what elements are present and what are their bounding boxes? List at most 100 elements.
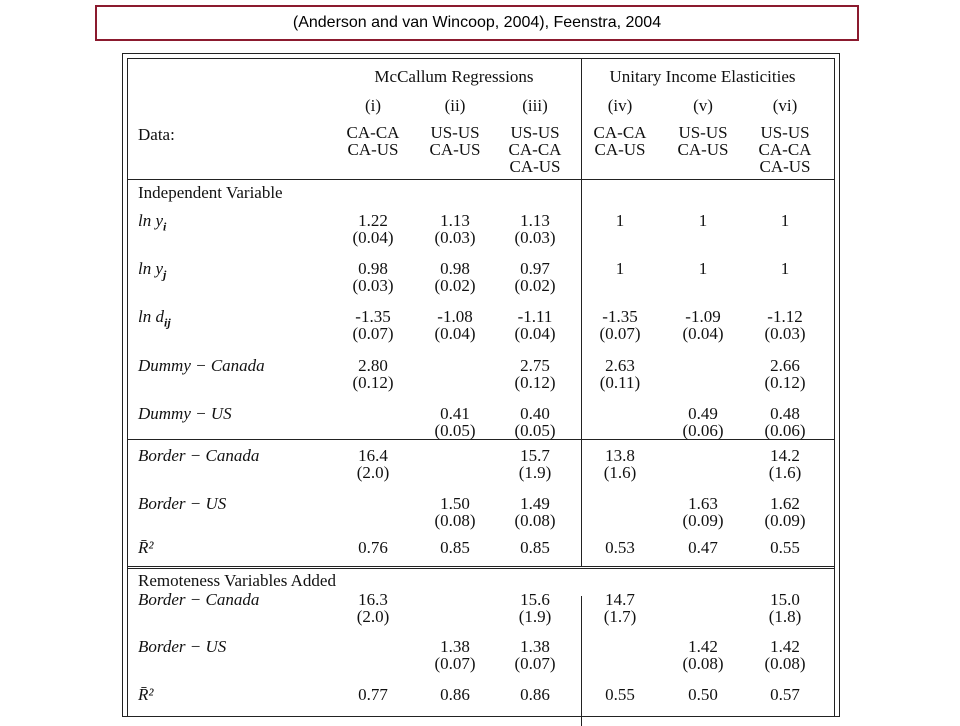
cell-value: 0.85 — [520, 538, 550, 557]
cell-value: 1 — [780, 211, 790, 230]
cell-value: (0.05) — [514, 421, 556, 440]
cell-value: -1.35 — [355, 307, 391, 326]
data-sample-5: US-US CA-US — [663, 124, 743, 158]
cell-value: 1.13 — [440, 211, 470, 230]
table-cell-r9-c6: 15.0 (1.8) — [745, 591, 825, 625]
cell-value: (2.0) — [356, 463, 390, 482]
cell-value: 0.76 — [358, 538, 388, 557]
data-sample-text: US-US — [760, 123, 810, 142]
cell-value: (0.09) — [764, 511, 806, 530]
table-cell-r11-c1: 0.77 — [333, 686, 413, 703]
table-cell-r7-c6: 1.62 (0.09) — [745, 495, 825, 529]
table-cell-r3-c2: -1.08 (0.04) — [415, 308, 495, 342]
column-number-2: (ii) — [444, 96, 466, 115]
table-cell-r9-c4: 14.7 (1.7) — [580, 591, 660, 625]
table-cell-r3-c4: -1.35 (0.07) — [580, 308, 660, 342]
data-sample-text: CA-CA — [758, 140, 812, 159]
table-cell-r9-c3: 15.6 (1.9) — [495, 591, 575, 625]
row-label-text: Border − US — [138, 494, 227, 513]
row-label-text: ln y — [138, 259, 164, 278]
row-label-5: Dummy − US — [138, 405, 232, 422]
data-sample-text: CA-US — [429, 140, 481, 159]
cell-value: -1.08 — [437, 307, 473, 326]
cell-value: 1.50 — [440, 494, 470, 513]
cell-value: (2.0) — [356, 607, 390, 626]
cell-value: 1.42 — [688, 637, 718, 656]
table-cell-r8-c2: 0.85 — [415, 539, 495, 556]
cell-value: (1.6) — [768, 463, 802, 482]
cell-value: 16.4 — [358, 446, 388, 465]
row-label-11: R̄² — [138, 686, 153, 703]
row-label-text: ln y — [138, 211, 164, 230]
cell-value: 14.2 — [770, 446, 800, 465]
cell-value: 1.63 — [688, 494, 718, 513]
row-label-text: Border − Canada — [138, 446, 260, 465]
row-label-3: ln dij — [138, 308, 171, 331]
group-separator-lower — [581, 596, 582, 726]
cell-value: (0.12) — [514, 373, 556, 392]
cell-value: -1.12 — [767, 307, 803, 326]
table-cell-r6-c3: 15.7 (1.9) — [495, 447, 575, 481]
cell-value: (1.6) — [603, 463, 637, 482]
cell-value: (0.04) — [514, 324, 556, 343]
cell-value: 0.86 — [440, 685, 470, 704]
data-sample-text: CA-US — [509, 157, 561, 176]
table-cell-r3-c3: -1.11 (0.04) — [495, 308, 575, 342]
cell-value: 1.13 — [520, 211, 550, 230]
row-label-text: Border − US — [138, 637, 227, 656]
header-rule — [128, 179, 834, 180]
group-separator-upper — [581, 59, 582, 566]
cell-value: (0.12) — [352, 373, 394, 392]
table-cell-r5-c5: 0.49 (0.06) — [663, 405, 743, 439]
cell-value: (1.7) — [603, 607, 637, 626]
table-cell-r2-c1: 0.98 (0.03) — [333, 260, 413, 294]
table-cell-r7-c3: 1.49 (0.08) — [495, 495, 575, 529]
cell-value: 0.41 — [440, 404, 470, 423]
row-label-9: Border − Canada — [138, 591, 259, 608]
cell-value: 0.97 — [520, 259, 550, 278]
table-cell-r4-c3: 2.75 (0.12) — [495, 357, 575, 391]
cell-value: -1.11 — [517, 307, 553, 326]
table-cell-r10-c3: 1.38 (0.07) — [495, 638, 575, 672]
data-sample-6: US-US CA-CA CA-US — [745, 124, 825, 175]
cell-value: 0.98 — [440, 259, 470, 278]
data-sample-3: US-US CA-CA CA-US — [495, 124, 575, 175]
table-cell-r5-c3: 0.40 (0.05) — [495, 405, 575, 439]
data-sample-text: CA-US — [677, 140, 729, 159]
table-cell-r3-c1: -1.35 (0.07) — [333, 308, 413, 342]
table-cell-r1-c4: 1 — [580, 212, 660, 229]
cell-value: 0.50 — [688, 685, 718, 704]
cell-value: 2.66 — [770, 356, 800, 375]
table-cell-r2-c4: 1 — [580, 260, 660, 277]
cell-value: 0.47 — [688, 538, 718, 557]
row-label-text: Dummy − Canada — [138, 356, 265, 375]
regression-table: McCallum Regressions Unitary Income Elast… — [122, 53, 840, 726]
cell-value: (0.08) — [514, 511, 556, 530]
cell-value: 16.3 — [358, 590, 388, 609]
cell-value: 0.85 — [440, 538, 470, 557]
column-number-1: (i) — [364, 96, 382, 115]
data-sample-text: CA-US — [347, 140, 399, 159]
cell-value: 1.38 — [520, 637, 550, 656]
data-sample-text: CA-CA — [346, 123, 400, 142]
table-cell-r10-c2: 1.38 (0.07) — [415, 638, 495, 672]
cell-value: (0.03) — [514, 228, 556, 247]
row-label-10: Border − US — [138, 638, 226, 655]
cell-value: (0.02) — [514, 276, 556, 295]
cell-value: 0.86 — [520, 685, 550, 704]
column-number-6: (vi) — [772, 96, 798, 115]
table-cell-r11-c6: 0.57 — [745, 686, 825, 703]
table-cell-r2-c6: 1 — [745, 260, 825, 277]
row-label-text: ln d — [138, 307, 164, 326]
cell-value: (0.03) — [764, 324, 806, 343]
cell-value: 15.6 — [520, 590, 550, 609]
data-sample-text: US-US — [678, 123, 728, 142]
data-sample-text: US-US — [430, 123, 480, 142]
cell-value: (0.04) — [352, 228, 394, 247]
table-cell-r5-c6: 0.48 (0.06) — [745, 405, 825, 439]
table-body: McCallum Regressions Unitary Income Elast… — [127, 58, 835, 726]
cell-value: 0.49 — [688, 404, 718, 423]
table-cell-r5-c2: 0.41 (0.05) — [415, 405, 495, 439]
cell-value: (0.07) — [514, 654, 556, 673]
cell-value: 0.55 — [770, 538, 800, 557]
